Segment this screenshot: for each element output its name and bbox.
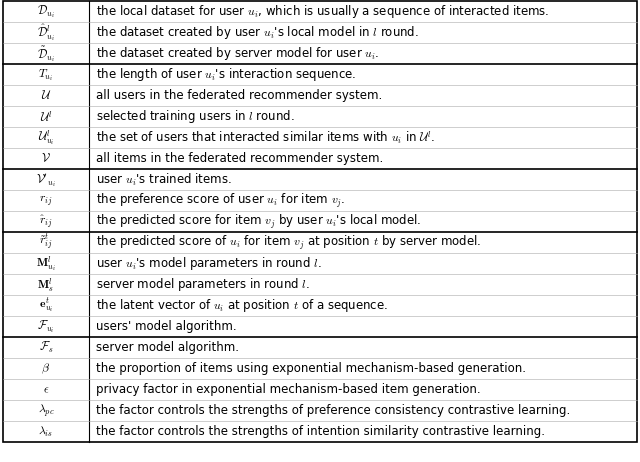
Text: the set of users that interacted similar items with $u_i$ in $\mathcal{U}^l$.: the set of users that interacted similar… <box>97 129 436 146</box>
Text: the preference score of user $u_i$ for item $v_j$.: the preference score of user $u_i$ for i… <box>97 192 346 210</box>
Text: $\mathcal{U}$: $\mathcal{U}$ <box>41 89 51 103</box>
Text: the dataset created by user $u_i$'s local model in $l$ round.: the dataset created by user $u_i$'s loca… <box>97 24 419 42</box>
Text: the dataset created by server model for user $u_i$.: the dataset created by server model for … <box>97 45 380 62</box>
Text: $\hat{\mathcal{D}}^l_{u_i}$: $\hat{\mathcal{D}}^l_{u_i}$ <box>37 23 55 43</box>
Text: $\tilde{r}^t_{ij}$: $\tilde{r}^t_{ij}$ <box>39 232 53 254</box>
Text: $\beta$: $\beta$ <box>42 362 51 376</box>
Text: the latent vector of $u_i$ at position $t$ of a sequence.: the latent vector of $u_i$ at position $… <box>97 298 388 314</box>
Text: $\lambda_{pc}$: $\lambda_{pc}$ <box>38 402 54 419</box>
Text: $\mathcal{D}_{u_i}$: $\mathcal{D}_{u_i}$ <box>37 4 55 20</box>
Text: $\mathbf{e}^t_{u_i}$: $\mathbf{e}^t_{u_i}$ <box>39 296 53 316</box>
Text: selected training users in $l$ round.: selected training users in $l$ round. <box>97 109 295 125</box>
Text: the predicted score for item $v_j$ by user $u_i$'s local model.: the predicted score for item $v_j$ by us… <box>97 213 422 231</box>
Text: the factor controls the strengths of intention similarity contrastive learning.: the factor controls the strengths of int… <box>97 426 545 438</box>
Text: $\epsilon$: $\epsilon$ <box>43 383 49 396</box>
Text: the local dataset for user $u_i$, which is usually a sequence of interacted item: the local dataset for user $u_i$, which … <box>97 3 550 20</box>
Text: all items in the federated recommender system.: all items in the federated recommender s… <box>97 152 383 165</box>
Text: $\mathbf{M}^l_s$: $\mathbf{M}^l_s$ <box>37 276 54 294</box>
Text: users' model algorithm.: users' model algorithm. <box>97 320 237 334</box>
Text: $\mathcal{U}^l$: $\mathcal{U}^l$ <box>40 109 52 124</box>
Text: server model algorithm.: server model algorithm. <box>97 341 239 354</box>
Text: $\hat{r}_{ij}$: $\hat{r}_{ij}$ <box>39 213 53 230</box>
Text: the predicted score of $u_i$ for item $v_j$ at position $t$ by server model.: the predicted score of $u_i$ for item $v… <box>97 234 482 252</box>
Text: the factor controls the strengths of preference consistency contrastive learning: the factor controls the strengths of pre… <box>97 404 571 417</box>
Text: $\mathcal{V}$: $\mathcal{V}$ <box>41 152 51 165</box>
Text: the proportion of items using exponential mechanism-based generation.: the proportion of items using exponentia… <box>97 362 527 375</box>
Text: $\mathcal{F}_s$: $\mathcal{F}_s$ <box>39 340 53 355</box>
Text: $\lambda_{is}$: $\lambda_{is}$ <box>38 425 54 439</box>
Text: $\tilde{\mathcal{D}}_{u_i}$: $\tilde{\mathcal{D}}_{u_i}$ <box>37 44 55 64</box>
Text: $r_{ij}$: $r_{ij}$ <box>39 194 52 208</box>
Text: $\mathcal{U}^l_{u_i}$: $\mathcal{U}^l_{u_i}$ <box>38 128 54 147</box>
Text: user $u_i$'s trained items.: user $u_i$'s trained items. <box>97 172 232 188</box>
Text: $T_{u_i}$: $T_{u_i}$ <box>38 67 54 83</box>
Text: $\mathbf{M}^l_{u_i}$: $\mathbf{M}^l_{u_i}$ <box>36 254 56 274</box>
Text: $\mathcal{F}_{u_i}$: $\mathcal{F}_{u_i}$ <box>37 319 54 335</box>
Text: user $u_i$'s model parameters in round $l$.: user $u_i$'s model parameters in round $… <box>97 255 322 273</box>
Text: the length of user $u_i$'s interaction sequence.: the length of user $u_i$'s interaction s… <box>97 67 357 83</box>
Text: server model parameters in round $l$.: server model parameters in round $l$. <box>97 276 310 293</box>
Text: all users in the federated recommender system.: all users in the federated recommender s… <box>97 89 383 103</box>
Text: $\mathcal{V}'_{u_i}$: $\mathcal{V}'_{u_i}$ <box>36 171 56 188</box>
Text: privacy factor in exponential mechanism-based item generation.: privacy factor in exponential mechanism-… <box>97 383 481 396</box>
